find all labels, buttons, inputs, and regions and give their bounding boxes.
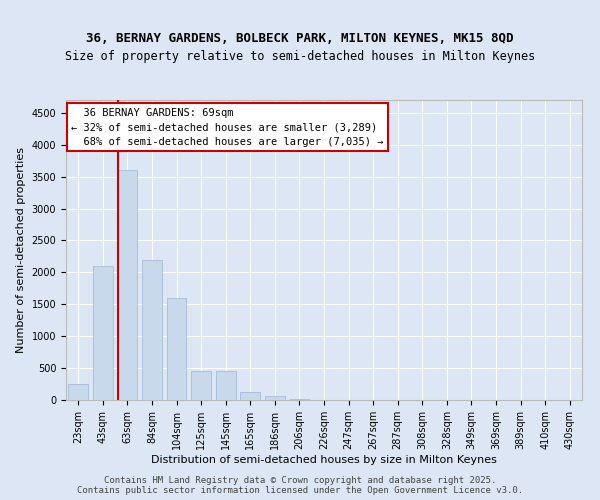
Text: 36 BERNAY GARDENS: 69sqm
← 32% of semi-detached houses are smaller (3,289)
  68%: 36 BERNAY GARDENS: 69sqm ← 32% of semi-d… [71, 108, 383, 147]
Bar [216, 372, 236, 400]
Bar [118, 170, 137, 400]
Text: 36, BERNAY GARDENS, BOLBECK PARK, MILTON KEYNES, MK15 8QD: 36, BERNAY GARDENS, BOLBECK PARK, MILTON… [86, 32, 514, 46]
Bar [265, 396, 284, 400]
Text: Contains HM Land Registry data © Crown copyright and database right 2025.
Contai: Contains HM Land Registry data © Crown c… [77, 476, 523, 495]
Bar [167, 298, 187, 400]
Bar [191, 372, 211, 400]
Text: Size of property relative to semi-detached houses in Milton Keynes: Size of property relative to semi-detach… [65, 50, 535, 63]
Y-axis label: Number of semi-detached properties: Number of semi-detached properties [16, 147, 26, 353]
Bar [93, 266, 113, 400]
Bar [68, 384, 88, 400]
Bar [241, 392, 260, 400]
Bar [142, 260, 162, 400]
X-axis label: Distribution of semi-detached houses by size in Milton Keynes: Distribution of semi-detached houses by … [151, 454, 497, 464]
